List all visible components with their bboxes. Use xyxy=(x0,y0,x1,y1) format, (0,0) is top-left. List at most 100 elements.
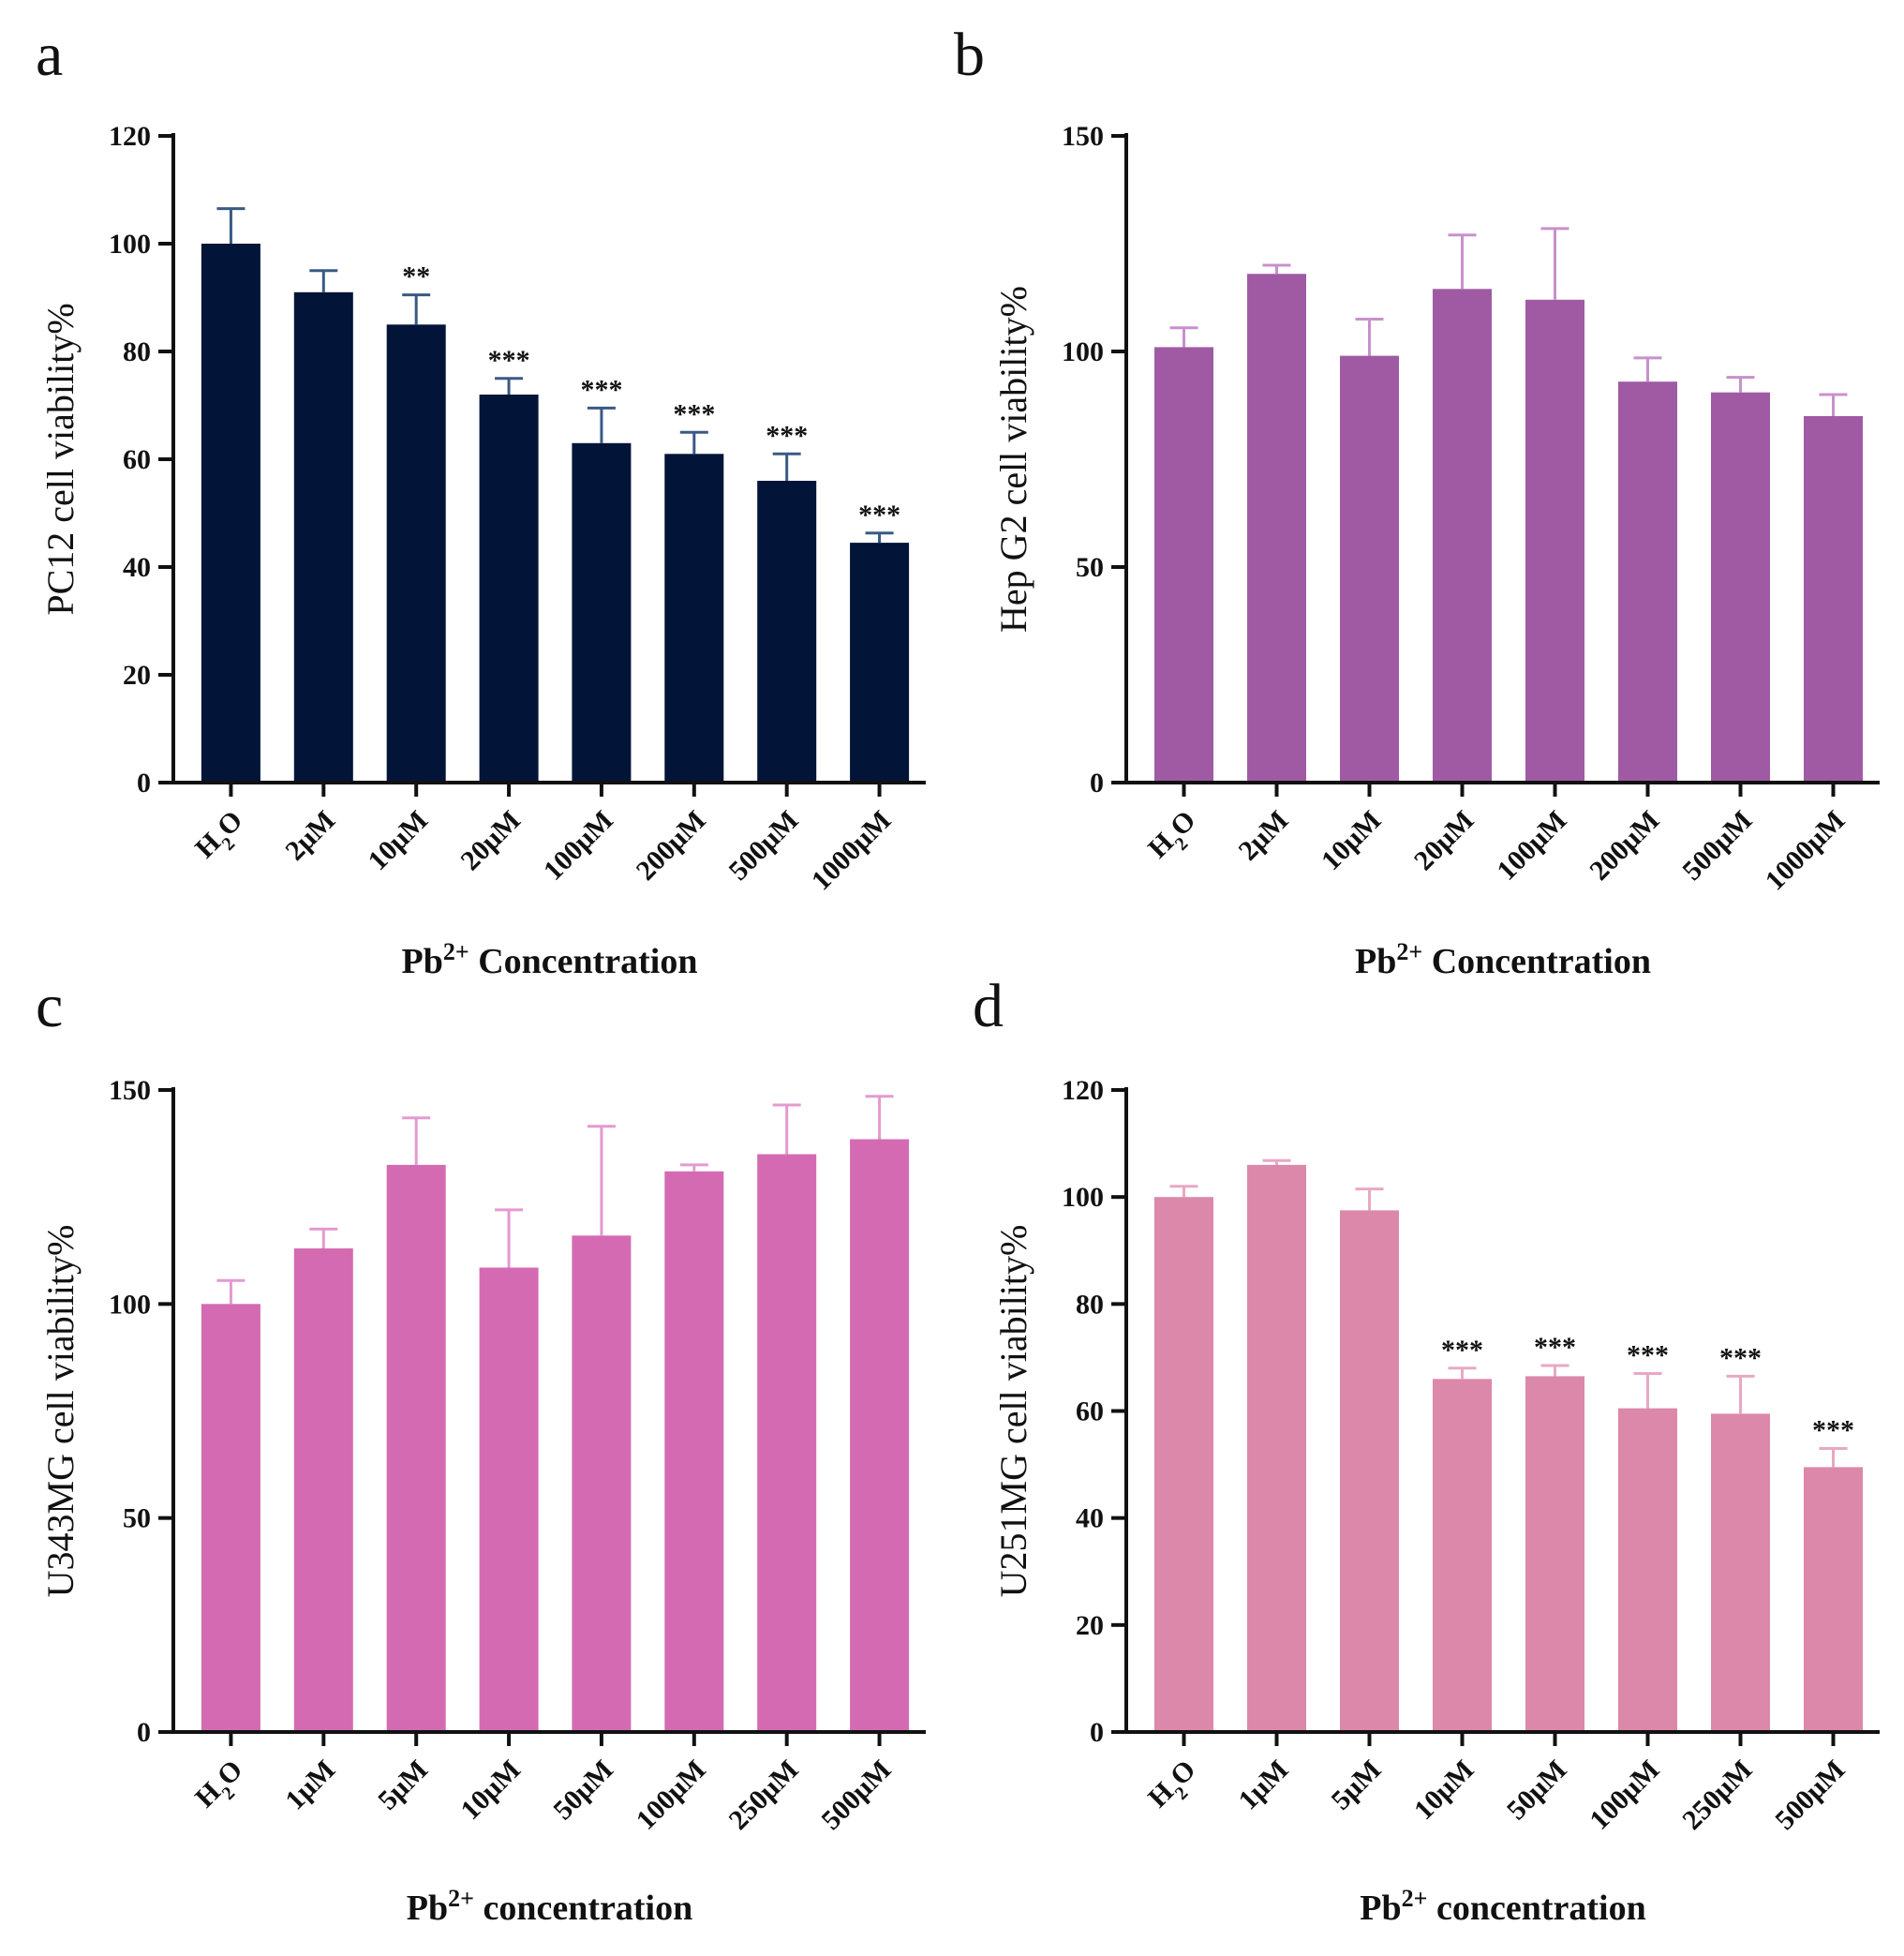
panel-d: d *** *** *** *** *** 0 20 40 60 80 100 120 H2O 1μM 5μM… xyxy=(973,972,1880,1928)
panel-d-bar-7 xyxy=(1804,1467,1863,1732)
panel-d-bar-0 xyxy=(1154,1197,1213,1732)
panel-d-bar-5 xyxy=(1618,1408,1677,1732)
panel-a-significance-7: *** xyxy=(858,500,900,530)
panel-a-significance-5: *** xyxy=(673,398,715,429)
panel-a-y-tick-label-5: 100 xyxy=(109,229,151,260)
panel-c-bar-4 xyxy=(572,1235,632,1732)
panel-b-bar-6 xyxy=(1711,392,1770,783)
panel-c-x-axis-title: Pb2+ concentration xyxy=(407,1885,692,1929)
panel-c-y-tick-label-2: 100 xyxy=(109,1289,151,1320)
panel-d-y-tick-label-3: 60 xyxy=(1076,1396,1104,1427)
panel-a-bar-3 xyxy=(479,395,539,783)
panel-b-letter: b xyxy=(954,21,985,89)
panel-c-bar-3 xyxy=(479,1267,539,1732)
panel-d-y-axis-title: U251MG cell viability% xyxy=(992,1225,1034,1598)
panel-d-x-tick-label-3: 10μM xyxy=(1408,1754,1480,1827)
panel-b-x-tick-label-7: 1000μM xyxy=(1760,805,1852,897)
panel-d-bar-6 xyxy=(1711,1413,1770,1732)
panel-d-y-tick-label-1: 20 xyxy=(1076,1610,1104,1641)
panel-b-y-tick-label-1: 50 xyxy=(1076,552,1104,583)
panel-b-bar-0 xyxy=(1154,347,1213,783)
panel-d-significance-6: *** xyxy=(1719,1342,1762,1373)
panel-c-y-tick-label-3: 150 xyxy=(109,1075,151,1106)
panel-a-x-tick-label-0: H2O xyxy=(189,805,255,871)
panel-d-significance-3: *** xyxy=(1441,1335,1483,1366)
panel-d-bar-1 xyxy=(1247,1164,1306,1732)
panel-b-x-tick-label-2: 10μM xyxy=(1316,805,1388,877)
panel-d-bar-2 xyxy=(1340,1210,1399,1732)
panel-c-y-axis-title: U343MG cell viability% xyxy=(39,1225,82,1598)
panel-a-x-tick-label-3: 20μM xyxy=(454,805,527,877)
panel-a-y-tick-label-0: 0 xyxy=(137,768,151,799)
panel-d-y-tick-label-6: 120 xyxy=(1062,1075,1104,1106)
panel-a-x-axis-title: Pb2+ Concentration xyxy=(402,938,698,982)
panel-b-y-axis-title: Hep G2 cell viability% xyxy=(992,286,1034,633)
panel-b-x-tick-label-6: 500μM xyxy=(1676,805,1758,887)
panel-a-bar-6 xyxy=(757,481,817,783)
panel-a-y-tick-label-4: 80 xyxy=(123,336,151,367)
panel-d-x-tick-label-6: 250μM xyxy=(1676,1754,1758,1836)
panel-a-significance-6: *** xyxy=(766,420,808,451)
panel-d-x-tick-label-2: 5μM xyxy=(1325,1754,1387,1816)
panel-a-y-tick-label-1: 20 xyxy=(123,660,151,691)
panel-a-x-tick-label-2: 10μM xyxy=(363,805,435,877)
panel-b-y-tick-label-2: 100 xyxy=(1062,336,1104,367)
panel-a-significance-4: *** xyxy=(580,374,622,405)
panel-b-bar-5 xyxy=(1618,381,1677,783)
panel-a-x-tick-label-7: 1000μM xyxy=(806,805,898,897)
panel-b-x-tick-label-5: 200μM xyxy=(1584,805,1665,887)
panel-d-y-tick-label-5: 100 xyxy=(1062,1182,1104,1213)
panel-b-x-axis-title: Pb2+ Concentration xyxy=(1355,938,1651,982)
panel-c-x-tick-label-5: 100μM xyxy=(631,1754,712,1836)
panel-b-bar-4 xyxy=(1525,299,1584,783)
panel-d-x-tick-label-7: 500μM xyxy=(1769,1754,1851,1836)
panel-a-bar-1 xyxy=(293,291,353,784)
panel-d-bar-3 xyxy=(1433,1379,1492,1733)
panel-b-x-tick-label-4: 100μM xyxy=(1491,805,1572,887)
panel-a-y-axis-title: PC12 cell viability% xyxy=(39,303,82,615)
panel-b-bar-1 xyxy=(1247,274,1306,783)
panel-c-bar-0 xyxy=(201,1304,260,1732)
panel-a-significance-3: *** xyxy=(488,345,530,376)
panel-a-x-tick-label-4: 100μM xyxy=(538,805,619,887)
panel-d-x-tick-label-1: 1μM xyxy=(1232,1754,1294,1816)
panel-c: c 0 50 100 150 H2O 1μM 5μM 10μM 50μM 100μM 250μM 500… xyxy=(36,972,926,1928)
panel-a-x-tick-label-1: 2μM xyxy=(279,805,341,867)
panel-b-x-tick-label-1: 2μM xyxy=(1232,805,1294,867)
panel-d-x-tick-label-4: 50μM xyxy=(1501,1754,1573,1827)
panel-c-y-tick-label-0: 0 xyxy=(137,1717,151,1748)
panel-d-y-tick-label-4: 80 xyxy=(1076,1289,1104,1320)
panel-c-bar-2 xyxy=(386,1164,446,1732)
panel-a-letter: a xyxy=(36,21,63,89)
panel-c-x-tick-label-3: 10μM xyxy=(454,1754,527,1827)
panel-b-bar-7 xyxy=(1804,416,1863,783)
panel-c-bar-1 xyxy=(293,1248,353,1732)
panel-a-y-tick-label-3: 60 xyxy=(123,444,151,475)
panel-a-y-tick-label-6: 120 xyxy=(109,121,151,152)
panel-d-bar-4 xyxy=(1525,1376,1584,1732)
panel-b: b 0 50 100 150 H2O 2μM 10μM 20μM 100μM 200μM 500μM 1… xyxy=(954,21,1880,981)
panel-d-significance-5: *** xyxy=(1627,1340,1669,1371)
panel-d-letter: d xyxy=(973,972,1004,1040)
panel-b-x-tick-label-3: 20μM xyxy=(1408,805,1480,877)
panel-c-x-tick-label-7: 500μM xyxy=(815,1754,897,1836)
panel-c-y-tick-label-1: 50 xyxy=(123,1503,151,1534)
panel-a-bar-0 xyxy=(201,244,260,783)
panel-b-x-tick-label-0: H2O xyxy=(1142,805,1208,871)
panel-b-y-tick-label-3: 150 xyxy=(1062,121,1104,152)
panel-c-bar-6 xyxy=(757,1154,817,1732)
panel-d-significance-7: *** xyxy=(1812,1415,1854,1446)
panel-c-x-tick-label-6: 250μM xyxy=(722,1754,804,1836)
panel-b-bar-3 xyxy=(1433,289,1492,783)
panel-c-x-tick-label-1: 1μM xyxy=(279,1754,341,1816)
panel-c-x-tick-label-2: 5μM xyxy=(372,1754,434,1816)
panel-d-significance-4: *** xyxy=(1534,1332,1576,1363)
panel-d-y-tick-label-2: 40 xyxy=(1076,1503,1104,1534)
panel-b-bar-2 xyxy=(1340,355,1399,783)
panel-d-x-tick-label-0: H2O xyxy=(1142,1754,1208,1820)
panel-c-letter: c xyxy=(36,972,63,1040)
panel-a-bar-5 xyxy=(664,454,724,784)
panel-d-x-axis-title: Pb2+ concentration xyxy=(1360,1885,1645,1929)
panel-a-bar-7 xyxy=(850,543,910,783)
